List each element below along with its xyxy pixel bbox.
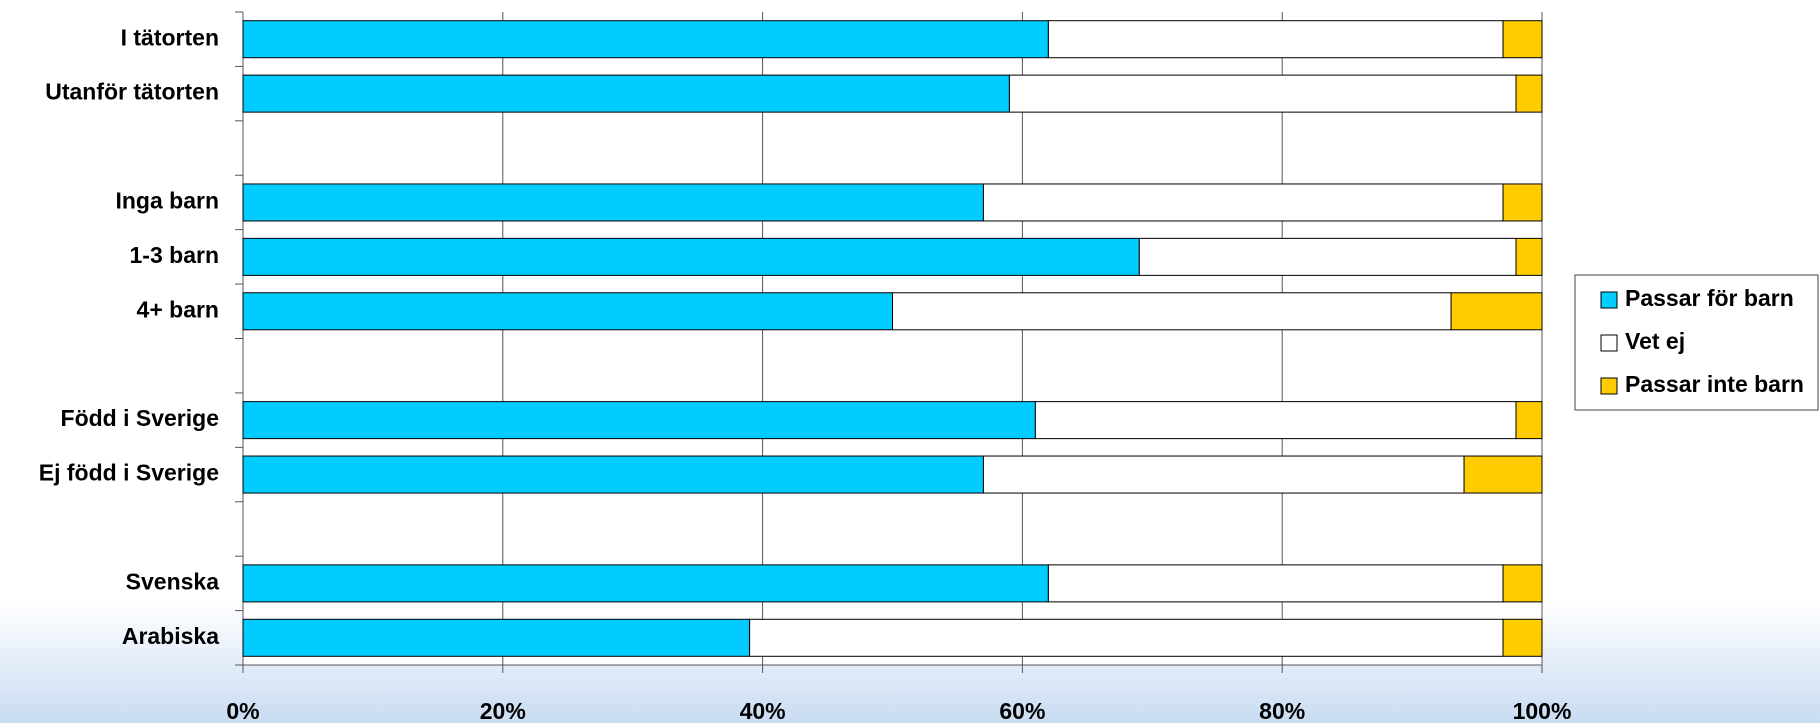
y-tick-label: 4+ barn bbox=[137, 296, 219, 322]
legend-swatch bbox=[1600, 291, 1618, 309]
legend-label: Passar för barn bbox=[1625, 285, 1794, 311]
bar-segment bbox=[242, 20, 1049, 59]
y-tick-label: Arabiska bbox=[122, 623, 219, 649]
y-tick-label: Ej född i Sverige bbox=[39, 460, 219, 486]
x-tick-label: 100% bbox=[1513, 698, 1572, 723]
x-tick-label: 20% bbox=[480, 698, 526, 723]
legend-label: Vet ej bbox=[1625, 328, 1685, 354]
bar-segment bbox=[1502, 20, 1543, 59]
bar-segment bbox=[749, 618, 1504, 657]
y-tick-label: Utanför tätorten bbox=[45, 79, 219, 105]
bar-segment bbox=[982, 455, 1465, 494]
legend-swatch bbox=[1600, 334, 1618, 352]
y-tick-label: Född i Sverige bbox=[61, 405, 219, 431]
bar-segment bbox=[1047, 564, 1504, 603]
bar-segment bbox=[242, 564, 1049, 603]
bar-segment bbox=[1515, 401, 1543, 440]
bar-segment bbox=[1515, 74, 1543, 113]
bar-segment bbox=[242, 74, 1010, 113]
bar-segment bbox=[1138, 237, 1517, 276]
x-tick-label: 0% bbox=[226, 698, 259, 723]
bar-segment bbox=[1515, 237, 1543, 276]
bar-segment bbox=[1008, 74, 1517, 113]
bar-segment bbox=[242, 401, 1036, 440]
bar-segment bbox=[1502, 618, 1543, 657]
legend-label: Passar inte barn bbox=[1625, 371, 1804, 397]
bar-segment bbox=[242, 183, 984, 222]
x-tick-label: 60% bbox=[999, 698, 1045, 723]
bar-segment bbox=[242, 237, 1140, 276]
bar-segment bbox=[1034, 401, 1517, 440]
y-tick-label: 1-3 barn bbox=[130, 242, 219, 268]
bar-segment bbox=[1502, 564, 1543, 603]
bar-segment bbox=[1047, 20, 1504, 59]
y-tick-label: Inga barn bbox=[115, 188, 219, 214]
bar-segment bbox=[242, 455, 984, 494]
bar-segment bbox=[1502, 183, 1543, 222]
bar-segment bbox=[1463, 455, 1543, 494]
y-tick-label: Svenska bbox=[126, 568, 220, 594]
legend-swatch bbox=[1600, 377, 1618, 395]
x-tick-label: 40% bbox=[740, 698, 786, 723]
bar-segment bbox=[1450, 292, 1543, 331]
x-tick-label: 80% bbox=[1259, 698, 1305, 723]
bar-segment bbox=[242, 618, 751, 657]
bar-segment bbox=[982, 183, 1504, 222]
bar-segment bbox=[892, 292, 1452, 331]
plot-area bbox=[243, 12, 1542, 665]
bar-segment bbox=[242, 292, 893, 331]
y-tick-label: I tätorten bbox=[121, 24, 219, 50]
